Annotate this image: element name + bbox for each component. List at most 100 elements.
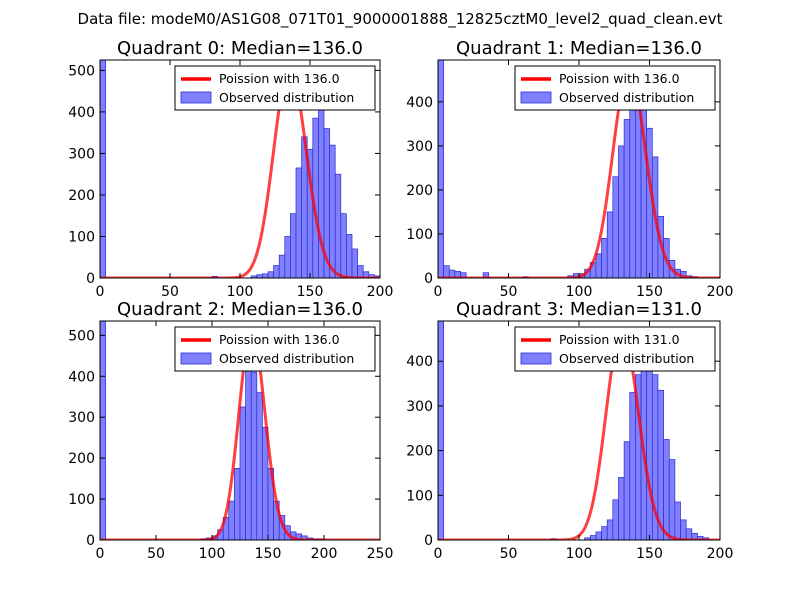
histogram-bar xyxy=(284,236,291,278)
histogram-bar xyxy=(334,173,342,278)
histogram-bar xyxy=(262,273,269,278)
histogram-bar xyxy=(595,531,602,540)
histogram-bar xyxy=(357,265,364,278)
chart-quadrant-3: Quadrant 3: Median=131.0 0 50 100 150 200 0 100… xyxy=(406,299,733,562)
histogram-bar xyxy=(290,213,297,278)
y-tick-label: 200 xyxy=(68,188,95,204)
x-tick-label: 100 xyxy=(199,546,226,562)
figure-suptitle: Data file: modeM0/AS1G08_071T01_90000018… xyxy=(78,10,723,29)
legend-bar-label: Observed distribution xyxy=(219,351,354,366)
legend: Poission with 136.0 Observed distribution xyxy=(514,65,716,111)
histogram-bar xyxy=(618,477,625,540)
x-tick-label: 100 xyxy=(566,284,593,300)
chart-quadrant-1: Quadrant 1: Median=136.0 0 50 100 150 200 0 100… xyxy=(406,38,733,300)
x-tick-label: 50 xyxy=(147,546,165,562)
legend-line-label: Poission with 136.0 xyxy=(219,71,340,86)
histogram-bar xyxy=(295,167,302,278)
histogram-bar xyxy=(601,526,608,540)
histogram-bar xyxy=(623,119,631,278)
chart-quadrant-0: Quadrant 0: Median=136.0 0 50 100 150 200 0 100… xyxy=(68,38,393,300)
histogram-bar xyxy=(663,439,670,540)
y-tick-label: 100 xyxy=(406,488,433,504)
x-tick-label: 50 xyxy=(500,546,518,562)
plot-area xyxy=(100,321,380,540)
y-tick-label: 200 xyxy=(406,183,433,199)
chart-quadrant-2: Quadrant 2: Median=136.0 0 50 100 150 200 250 0… xyxy=(68,299,393,562)
y-tick-label: 100 xyxy=(68,492,95,508)
histogram-bar xyxy=(346,234,353,278)
y-tick-label: 300 xyxy=(68,410,95,426)
legend-bar-marker xyxy=(180,352,212,365)
histogram-bar xyxy=(612,176,619,278)
x-tick-label: 0 xyxy=(434,284,443,300)
x-tick-label: 150 xyxy=(297,284,324,300)
x-tick-label: 150 xyxy=(636,546,663,562)
histogram-bar xyxy=(273,265,280,278)
legend-bar-marker xyxy=(520,352,552,365)
histogram-bar xyxy=(256,392,263,540)
histogram-bar xyxy=(340,213,347,278)
y-tick-label: 500 xyxy=(68,328,95,344)
legend-bar-label: Observed distribution xyxy=(219,90,354,105)
histogram-bar xyxy=(589,535,597,540)
y-tick-label: 300 xyxy=(406,399,433,415)
x-tick-label: 50 xyxy=(500,284,518,300)
histogram-bar xyxy=(623,441,631,540)
legend: Poission with 131.0 Observed distribution xyxy=(514,326,716,372)
y-tick-label: 400 xyxy=(406,354,433,370)
chart-title: Quadrant 3: Median=131.0 xyxy=(456,299,702,320)
chart-title: Quadrant 1: Median=136.0 xyxy=(456,38,702,59)
x-tick-label: 150 xyxy=(255,546,282,562)
legend-line-label: Poission with 136.0 xyxy=(219,332,340,347)
legend-bar-marker xyxy=(180,91,212,104)
histogram-bar xyxy=(234,468,241,540)
x-tick-label: 0 xyxy=(96,546,105,562)
histogram-bar xyxy=(629,392,636,540)
legend: Poission with 136.0 Observed distribution xyxy=(174,65,376,111)
histogram-bar xyxy=(267,271,274,278)
panels: Quadrant 0: Median=136.0 0 50 100 150 200 0 100… xyxy=(68,38,733,562)
histogram-bar xyxy=(606,519,614,540)
x-tick-label: 0 xyxy=(96,284,105,300)
histogram-bar xyxy=(438,321,444,540)
axes-frame xyxy=(99,320,381,541)
histogram-bar xyxy=(674,501,681,540)
histogram-bar xyxy=(612,499,619,540)
y-tick-label: 0 xyxy=(86,271,95,287)
x-tick-label: 150 xyxy=(636,284,663,300)
poisson-curve xyxy=(100,329,380,540)
plot-area xyxy=(438,321,720,540)
x-tick-label: 200 xyxy=(367,284,394,300)
y-tick-label: 100 xyxy=(406,227,433,243)
x-tick-label: 50 xyxy=(161,284,179,300)
y-tick-label: 200 xyxy=(406,444,433,460)
x-tick-label: 100 xyxy=(566,546,593,562)
x-tick-label: 250 xyxy=(367,546,394,562)
histogram-bar xyxy=(250,371,258,540)
histogram-bar xyxy=(278,254,286,278)
y-tick-label: 100 xyxy=(68,229,95,245)
y-tick-label: 200 xyxy=(68,451,95,467)
histogram-bar xyxy=(629,105,636,278)
y-tick-label: 400 xyxy=(406,95,433,111)
legend-bar-label: Observed distribution xyxy=(559,351,694,366)
histogram-bar xyxy=(228,500,235,540)
plot-area xyxy=(100,60,380,278)
x-tick-label: 0 xyxy=(434,546,443,562)
y-tick-label: 400 xyxy=(68,105,95,121)
histogram-bar xyxy=(329,144,336,278)
y-tick-label: 0 xyxy=(86,533,95,549)
y-tick-label: 500 xyxy=(68,63,95,79)
legend: Poission with 136.0 Observed distribution xyxy=(174,326,376,372)
x-tick-label: 200 xyxy=(707,284,734,300)
histogram-bar xyxy=(100,60,106,278)
y-tick-label: 0 xyxy=(424,271,433,287)
legend-bar-marker xyxy=(520,91,552,104)
histogram-bar xyxy=(606,211,614,278)
histogram-bar xyxy=(351,248,358,278)
histogram-bar xyxy=(618,145,625,278)
legend-line-label: Poission with 131.0 xyxy=(559,332,680,347)
chart-title: Quadrant 2: Median=136.0 xyxy=(117,299,363,320)
x-tick-label: 100 xyxy=(227,284,254,300)
